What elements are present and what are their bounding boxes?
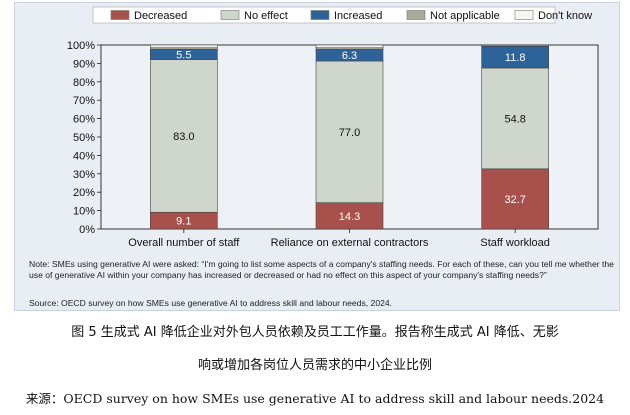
legend-swatch-don-t-know <box>514 10 534 20</box>
y-tick-label: 0% <box>79 224 95 236</box>
data-label-decreased-reliance-on-external-contractors: 14.3 <box>339 211 360 223</box>
data-label-decreased-overall-number-of-staff: 9.1 <box>176 216 191 228</box>
y-tick-label: 40% <box>73 150 95 162</box>
plot-area: 0% 10% 20% 30% 40% 50% 60% 70% 80% 90% 100% 9.1 83.0… <box>67 40 599 249</box>
y-tick-label: 80% <box>73 77 95 89</box>
data-label-no-effect-reliance-on-external-contractors: 77.0 <box>339 127 360 139</box>
y-tick-label: 30% <box>73 169 95 181</box>
bar-decreased-reliance-on-external-contractors <box>315 202 384 230</box>
data-label-decreased-staff-workload: 32.7 <box>504 194 525 206</box>
stacked-bar-chart: Decreased No effect Increased Not applicabl… <box>67 6 599 249</box>
x-tick-label-reliance-on-external-contractors: Reliance on external contractors <box>271 237 429 249</box>
legend-swatch-no-effect <box>220 10 240 20</box>
legend-label-decreased: Decreased <box>134 10 187 22</box>
data-label-increased-overall-number-of-staff: 5.5 <box>176 49 191 61</box>
bar-don-t-know-reliance-on-external-contractors <box>315 44 384 49</box>
legend-label-don-t-know: Don't know <box>538 10 592 22</box>
y-tick-label: 10% <box>73 206 95 218</box>
y-tick-label: 90% <box>73 58 95 70</box>
figure-caption-line-1: 图 5 生成式 AI 降低企业对外包人员依赖及员工工作量。报告称生成式 AI 降… <box>71 325 559 340</box>
chart-note: Note: SMEs using generative AI were aske… <box>29 259 614 280</box>
legend-label-increased: Increased <box>334 10 382 22</box>
bar-don-t-know-overall-number-of-staff <box>150 44 218 49</box>
data-label-no-effect-staff-workload: 54.8 <box>504 113 525 125</box>
chart-figure: Decreased No effect Increased Not applicabl… <box>14 2 620 311</box>
data-label-no-effect-overall-number-of-staff: 83.0 <box>173 131 194 143</box>
figure-caption-line-2: 响或增加各岗位人员需求的中小企业比例 <box>197 358 432 373</box>
bar-don-t-know-staff-workload <box>481 44 549 47</box>
bar-no-effect-reliance-on-external-contractors <box>315 60 384 203</box>
chart-source: Source: OECD survey on how SMEs use gene… <box>29 298 393 308</box>
bar-no-effect-staff-workload <box>481 67 549 170</box>
chart-legend: Decreased No effect Increased Not applicabl… <box>92 6 592 24</box>
y-tick-label: 50% <box>73 132 95 144</box>
legend-label-not-applicable: Not applicable <box>430 10 500 22</box>
data-label-increased-reliance-on-external-contractors: 6.3 <box>342 50 357 62</box>
x-tick-label-overall-number-of-staff: Overall number of staff <box>128 237 240 249</box>
figure-source-line: 来源：OECD survey on how SMEs use generativ… <box>25 391 605 406</box>
legend-swatch-decreased <box>110 10 130 20</box>
bar-no-effect-overall-number-of-staff <box>150 59 218 213</box>
y-tick-label: 20% <box>73 187 95 199</box>
data-label-increased-staff-workload: 11.8 <box>505 52 526 64</box>
x-tick-label-staff-workload: Staff workload <box>480 237 550 249</box>
y-tick-label: 70% <box>73 95 95 107</box>
legend-swatch-increased <box>310 10 330 20</box>
legend-label-no-effect: No effect <box>244 10 288 22</box>
y-tick-label: 60% <box>73 114 95 126</box>
y-tick-label: 100% <box>67 40 95 52</box>
legend-swatch-not-applicable <box>406 10 426 20</box>
